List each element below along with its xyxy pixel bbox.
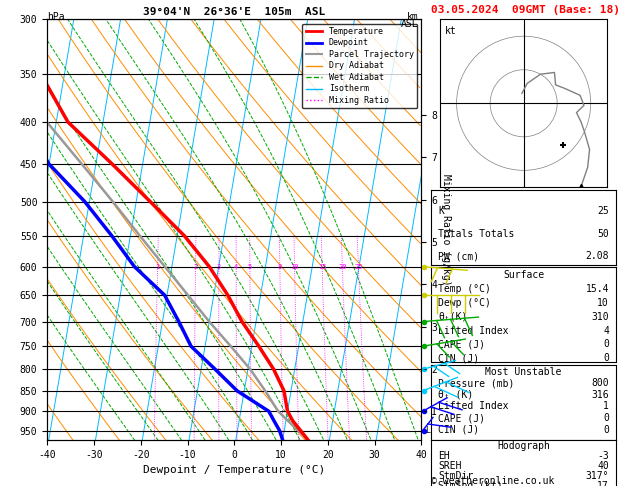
Text: © weatheronline.co.uk: © weatheronline.co.uk	[431, 476, 554, 486]
Text: Lifted Index: Lifted Index	[438, 401, 509, 412]
Text: 17: 17	[598, 481, 609, 486]
Text: CIN (J): CIN (J)	[438, 353, 479, 363]
Text: kt: kt	[445, 26, 457, 36]
Text: Temp (°C): Temp (°C)	[438, 284, 491, 295]
Text: 0: 0	[603, 353, 609, 363]
Text: θₜ (K): θₜ (K)	[438, 390, 474, 400]
Text: 1: 1	[603, 401, 609, 412]
X-axis label: Dewpoint / Temperature (°C): Dewpoint / Temperature (°C)	[143, 465, 325, 475]
Text: 3: 3	[217, 264, 221, 270]
Text: Dewp (°C): Dewp (°C)	[438, 298, 491, 308]
Text: 2.08: 2.08	[586, 251, 609, 261]
Text: 800: 800	[591, 378, 609, 388]
Text: -3: -3	[598, 451, 609, 461]
Text: 03.05.2024  09GMT (Base: 18): 03.05.2024 09GMT (Base: 18)	[431, 5, 620, 15]
Text: km: km	[406, 12, 418, 22]
Text: 0: 0	[603, 339, 609, 349]
Text: CIN (J): CIN (J)	[438, 425, 479, 435]
Text: StmDir: StmDir	[438, 471, 474, 481]
Text: hPa: hPa	[47, 12, 65, 22]
Text: 15: 15	[318, 264, 326, 270]
Text: Surface: Surface	[503, 270, 544, 280]
Text: StmSpd (kt): StmSpd (kt)	[438, 481, 503, 486]
Text: 2: 2	[193, 264, 198, 270]
Text: 4: 4	[234, 264, 238, 270]
Y-axis label: Mixing Ratio (g/kg): Mixing Ratio (g/kg)	[441, 174, 451, 285]
Text: Hodograph: Hodograph	[497, 441, 550, 451]
Text: 0: 0	[603, 425, 609, 435]
Text: θₜ(K): θₜ(K)	[438, 312, 468, 322]
Text: PW (cm): PW (cm)	[438, 251, 479, 261]
Text: EH: EH	[438, 451, 450, 461]
Text: 20: 20	[338, 264, 347, 270]
Text: 316: 316	[591, 390, 609, 400]
Text: 5: 5	[248, 264, 252, 270]
Text: K: K	[438, 206, 444, 216]
Text: Lifted Index: Lifted Index	[438, 326, 509, 336]
Title: 39°04'N  26°36'E  105m  ASL: 39°04'N 26°36'E 105m ASL	[143, 7, 325, 17]
Text: 10: 10	[598, 298, 609, 308]
Text: Pressure (mb): Pressure (mb)	[438, 378, 515, 388]
Text: CAPE (J): CAPE (J)	[438, 413, 486, 423]
Text: 25: 25	[354, 264, 363, 270]
Text: SREH: SREH	[438, 461, 462, 471]
Text: 310: 310	[591, 312, 609, 322]
Text: CAPE (J): CAPE (J)	[438, 339, 486, 349]
Text: 10: 10	[291, 264, 299, 270]
Text: 50: 50	[598, 229, 609, 239]
Text: Totals Totals: Totals Totals	[438, 229, 515, 239]
Legend: Temperature, Dewpoint, Parcel Trajectory, Dry Adiabat, Wet Adiabat, Isotherm, Mi: Temperature, Dewpoint, Parcel Trajectory…	[303, 24, 417, 108]
Text: 317°: 317°	[586, 471, 609, 481]
Text: Most Unstable: Most Unstable	[486, 367, 562, 377]
Text: 8: 8	[277, 264, 282, 270]
Text: 4: 4	[603, 326, 609, 336]
Text: 25: 25	[598, 206, 609, 216]
Text: 15.4: 15.4	[586, 284, 609, 295]
Text: ASL: ASL	[401, 19, 418, 30]
Text: LCL: LCL	[421, 426, 442, 435]
Text: 40: 40	[598, 461, 609, 471]
Text: 1: 1	[155, 264, 160, 270]
Text: 0: 0	[603, 413, 609, 423]
